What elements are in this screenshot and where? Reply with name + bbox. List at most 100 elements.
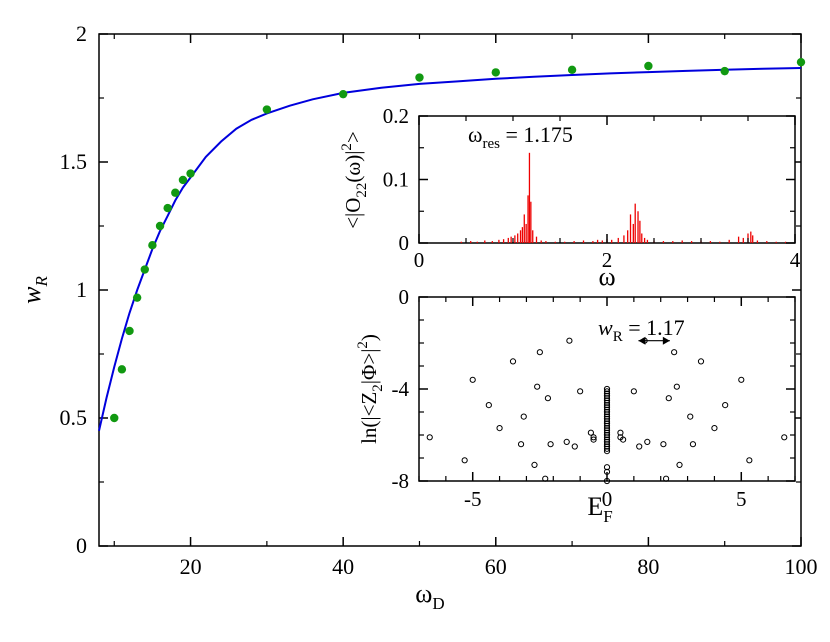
main-y-tick-label: 2 xyxy=(76,21,87,46)
inset-eigen-y-tick-label: 0 xyxy=(399,285,410,309)
eigen-point xyxy=(577,388,584,395)
eigen-point xyxy=(517,441,525,448)
eigen-point xyxy=(662,475,670,482)
eigen-point-center xyxy=(603,395,611,402)
main-x-tick-label: 60 xyxy=(485,554,507,579)
data-point xyxy=(796,57,806,67)
eigen-point xyxy=(563,438,570,445)
data-point xyxy=(567,65,577,75)
eigen-point-center xyxy=(603,429,611,436)
eigen-point-center xyxy=(603,390,611,397)
eigen-point xyxy=(534,383,541,390)
eigen-point xyxy=(660,441,667,448)
eigen-point-center xyxy=(603,431,611,439)
data-point xyxy=(720,66,729,76)
main-y-tick-label: 1.5 xyxy=(60,149,88,174)
eigen-point xyxy=(781,434,788,441)
eigen-point-center xyxy=(603,443,611,450)
eigen-point xyxy=(496,425,503,432)
inset-spectrum-frame xyxy=(418,115,796,244)
eigen-point xyxy=(566,337,573,344)
data-point xyxy=(262,105,272,114)
eigen-point-center xyxy=(603,425,611,432)
inset-spectrum-y-tick-label: 0.1 xyxy=(383,168,409,192)
eigen-point-center xyxy=(603,427,611,434)
data-point xyxy=(125,326,134,336)
eigen-point-center xyxy=(603,413,611,420)
eigen-point xyxy=(671,349,678,356)
main-y-tick-label: 1 xyxy=(76,277,87,302)
inset-eigen-arrow xyxy=(638,336,670,345)
main-x-tick-label: 80 xyxy=(637,554,659,579)
eigen-point-center xyxy=(603,441,611,448)
eigen-point xyxy=(461,457,468,464)
inset-spectrum-y-label: <|O22(ω)|2> xyxy=(339,131,370,229)
arrow-head-right xyxy=(662,336,670,345)
eigen-point xyxy=(697,358,705,365)
eigen-point xyxy=(587,429,594,436)
eigen-point xyxy=(711,425,718,432)
data-point xyxy=(644,61,653,71)
data-point xyxy=(117,365,127,374)
eigen-point xyxy=(536,349,543,356)
eigen-point-center xyxy=(603,477,611,485)
inset-spectrum-x-label: ω xyxy=(598,262,615,291)
eigen-point xyxy=(542,475,549,482)
eigen-point-center xyxy=(603,402,611,409)
eigen-point-center xyxy=(603,464,611,471)
eigen-point xyxy=(426,434,433,441)
data-point xyxy=(178,175,188,185)
eigen-point xyxy=(590,434,597,441)
eigen-point xyxy=(617,429,624,436)
inset-eigen-x-label: EF xyxy=(587,492,612,526)
eigen-point xyxy=(571,443,578,450)
eigen-point-center xyxy=(603,418,611,425)
eigen-point xyxy=(738,376,745,383)
inset-spectrum-x-tick-label: 0 xyxy=(414,248,425,272)
eigen-point-center xyxy=(603,406,611,413)
eigen-point-center xyxy=(603,404,611,411)
main-x-tick-label: 100 xyxy=(785,554,818,579)
data-point xyxy=(110,413,119,423)
eigen-point xyxy=(531,461,538,468)
eigen-point-center xyxy=(603,436,611,443)
eigen-point-center xyxy=(603,408,611,416)
data-point xyxy=(163,203,172,213)
main-y-axis-label: wR xyxy=(17,276,51,304)
eigen-point xyxy=(673,383,680,390)
eigen-point-center xyxy=(603,411,611,418)
eigen-point xyxy=(520,413,527,420)
main-x-tick-label: 20 xyxy=(180,554,202,579)
eigen-point-center xyxy=(603,434,611,441)
eigen-point xyxy=(722,402,729,409)
eigen-point-center xyxy=(603,448,611,455)
eigen-point-center xyxy=(603,420,611,427)
eigen-point xyxy=(544,395,552,402)
eigen-point xyxy=(636,443,643,450)
eigen-point xyxy=(746,457,753,464)
inset-spectrum-y-tick-label: 0 xyxy=(399,231,410,255)
eigen-point xyxy=(630,388,637,395)
eigen-point xyxy=(469,376,476,383)
data-point xyxy=(148,241,157,250)
eigen-point-center xyxy=(603,397,611,404)
inset-eigen-chart: -5 0 5 0 -4 -8 wR = 1.17 EF ln(|<Z2|Φ>|2) xyxy=(355,285,796,526)
eigen-point xyxy=(689,441,697,448)
arrow-head-left xyxy=(638,336,646,345)
eigen-point-center xyxy=(603,392,611,399)
eigen-point xyxy=(644,438,651,445)
inset-eigen-y-label: ln(|<Z2|Φ>|2) xyxy=(355,334,386,444)
data-point xyxy=(140,265,149,274)
eigen-point-center xyxy=(603,385,611,393)
inset-spectrum-annotation: ωres = 1.175 xyxy=(468,122,573,152)
inset-eigen-y-tick-label: -8 xyxy=(392,469,410,493)
eigen-point xyxy=(665,395,672,402)
inset-eigen-x-tick-label: 0 xyxy=(602,487,613,511)
eigen-point xyxy=(590,436,597,443)
data-point xyxy=(338,89,348,99)
inset-spectrum-x-tick-label: 4 xyxy=(790,248,801,272)
main-x-axis-label: ωD xyxy=(415,579,444,613)
data-point xyxy=(415,73,424,82)
inset-eigen-y-tick-label: -4 xyxy=(392,377,410,401)
